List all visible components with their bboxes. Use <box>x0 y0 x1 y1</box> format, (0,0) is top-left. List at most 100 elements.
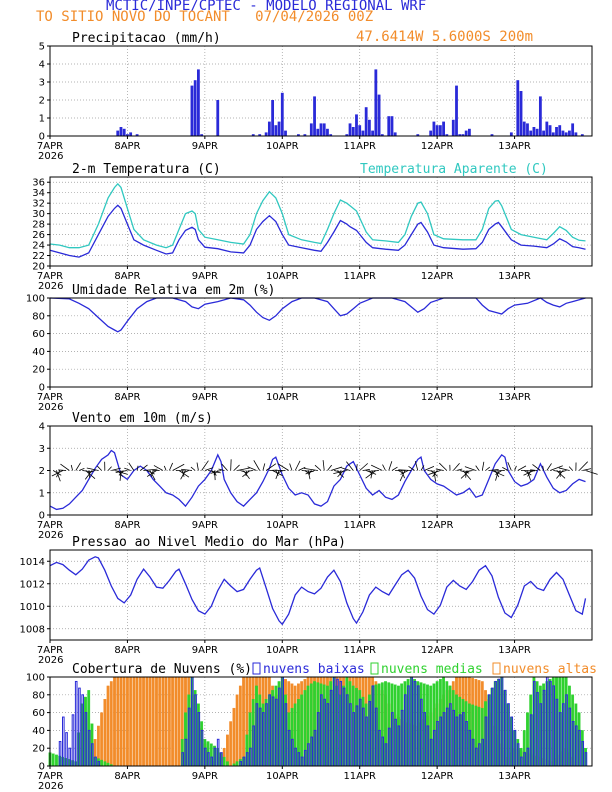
wind-arrow <box>481 461 485 471</box>
wind-arrow <box>514 465 517 471</box>
x-tick-label: 9APR <box>192 271 218 282</box>
precip-bar <box>280 92 284 136</box>
cloud-bar-nuvens-altas <box>135 676 139 767</box>
precip-bar <box>516 80 520 136</box>
precip-bar <box>277 121 281 136</box>
precip-bar <box>322 123 326 136</box>
wind-arrow <box>289 463 293 471</box>
x-tick-label: 7APR <box>37 645 63 656</box>
x-year-label: 2026 <box>38 655 63 666</box>
wind-arrow <box>462 470 472 481</box>
cloud-bar-nuvens-altas <box>116 676 120 767</box>
precip-bar <box>490 134 494 136</box>
cloud-bar-nuvens-medias <box>103 761 107 767</box>
cloud-bar-nuvens-altas <box>167 676 171 767</box>
precip-bar <box>519 91 523 136</box>
wind-arrow <box>262 463 266 471</box>
wind-arrow <box>204 467 214 471</box>
cloud-bar-nuvens-altas <box>232 707 236 767</box>
panel-frame <box>49 549 593 641</box>
precip-bar <box>364 107 368 136</box>
wind-arrow <box>78 467 85 471</box>
wind-arrow <box>578 461 589 471</box>
panel-frame <box>49 297 593 388</box>
cloud-bar-nuvens-medias <box>235 761 239 767</box>
precip-bar <box>303 134 307 136</box>
y-tick-label: 0 <box>39 511 45 522</box>
series-line-temp-0 <box>49 204 586 258</box>
precip-bar <box>251 134 255 136</box>
panel-clouds: 0 20 40 60 80 100 7APR 8APR 9APR 10APR 11APR 12APR 1… <box>26 662 597 792</box>
wind-arrow <box>143 468 158 471</box>
x-tick-label: 10APR <box>266 141 299 152</box>
wind-arrow <box>400 470 409 475</box>
x-tick-label: 8APR <box>114 771 140 782</box>
wind-arrow <box>117 470 123 477</box>
precip-bar <box>522 121 526 136</box>
precip-bar <box>416 134 420 136</box>
wind-arrow <box>237 467 250 471</box>
wind-arrow <box>495 470 499 481</box>
precip-bar <box>532 127 536 136</box>
precip-bar <box>122 128 126 136</box>
precip-bar <box>468 128 471 136</box>
wind-arrow <box>370 470 374 479</box>
wind-arrow <box>495 470 502 475</box>
wind-arrow <box>398 469 412 471</box>
wind-arrow <box>169 462 173 471</box>
y-tick-label: 2 <box>39 96 45 107</box>
precip-bar <box>464 130 468 136</box>
wind-arrow <box>51 470 64 477</box>
y-tick-label: 0 <box>39 132 45 143</box>
cloud-bar-nuvens-medias <box>51 753 55 767</box>
x-year-label: 2026 <box>38 530 63 541</box>
wind-arrow <box>532 464 541 471</box>
wind-arrow <box>201 460 209 471</box>
precip-bar <box>190 85 194 136</box>
wind-arrow <box>242 470 251 478</box>
wind-arrow <box>452 463 460 471</box>
precip-bar <box>442 121 445 136</box>
wind-arrow <box>428 470 441 475</box>
wind-arrow <box>298 466 306 471</box>
wind-arrow <box>307 470 311 480</box>
cloud-bar-nuvens-altas <box>158 676 162 767</box>
x-tick-label: 10APR <box>266 771 299 782</box>
panel-title-rh: Umidade Relativa em 2m (%) <box>72 283 276 298</box>
wind-arrow <box>294 460 301 471</box>
cloud-bar-nuvens-altas <box>129 676 133 767</box>
precip-bar <box>542 130 546 136</box>
precip-bar <box>429 130 433 136</box>
precip-bar <box>355 114 358 136</box>
wind-arrow <box>507 462 512 471</box>
cloud-bar-nuvens-altas <box>155 676 158 767</box>
y-tick-label: 5 <box>39 42 45 53</box>
wind-arrow <box>305 470 315 475</box>
y-tick-label: 28 <box>32 220 45 231</box>
precip-bar <box>345 134 349 136</box>
cloud-bar-nuvens-altas <box>100 712 104 767</box>
precip-bar <box>371 130 375 136</box>
wind-arrow <box>181 470 185 477</box>
x-tick-label: 11APR <box>343 141 376 152</box>
wind-arrow <box>356 464 358 471</box>
precip-bar <box>451 119 455 136</box>
precip-bar <box>390 116 394 136</box>
y-tick-label: 20 <box>32 262 45 273</box>
precip-bar <box>358 125 362 136</box>
y-tick-label: 80 <box>32 311 45 322</box>
y-tick-label: 3 <box>39 444 45 455</box>
precip-bar <box>126 134 129 136</box>
precip-bar <box>267 121 271 136</box>
cloud-bar-nuvens-altas <box>126 676 129 767</box>
wind-arrow <box>556 470 566 479</box>
x-tick-label: 13APR <box>498 645 531 656</box>
precip-bar <box>526 123 529 136</box>
wind-arrow <box>542 465 544 471</box>
panel-precip: 0 1 2 3 4 5 7APR 8APR 9APR 10APR 11APR 12APR 13APR 20… <box>37 31 593 162</box>
x-tick-label: 7APR <box>37 771 63 782</box>
x-year-label: 2026 <box>38 781 63 792</box>
wind-arrow <box>523 470 535 476</box>
precip-bar <box>548 125 552 136</box>
wind-arrow <box>265 463 277 471</box>
